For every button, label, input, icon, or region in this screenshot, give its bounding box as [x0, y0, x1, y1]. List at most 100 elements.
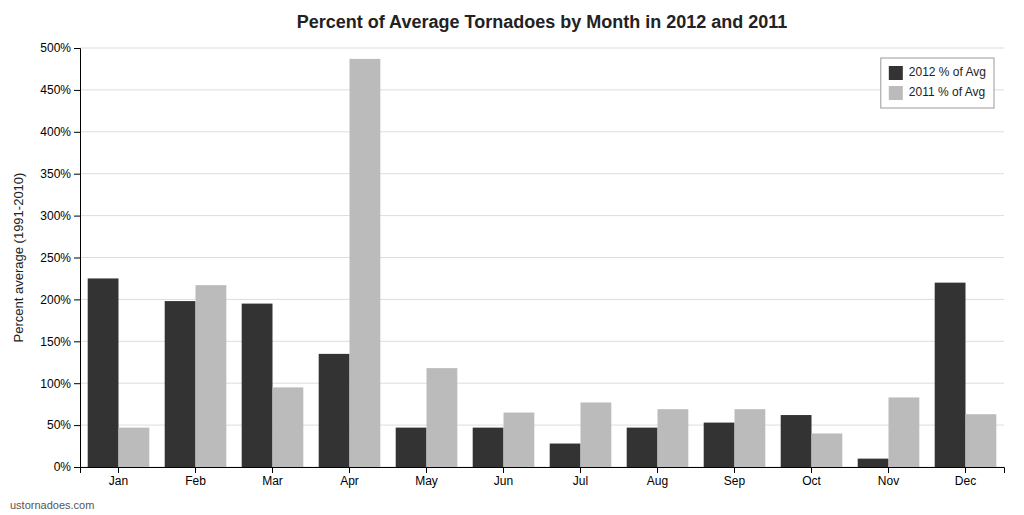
- tick: 0%: [54, 460, 80, 474]
- bar: [858, 459, 889, 467]
- grid: [80, 48, 1004, 467]
- tick-mark: [118, 467, 119, 473]
- tick-label: Feb: [185, 474, 206, 488]
- bar: [504, 413, 535, 467]
- tick-mark: [965, 467, 966, 473]
- bar: [350, 59, 381, 467]
- legend-swatch: [889, 86, 903, 100]
- chart: 0% 50% 100% 150% 200% 250% 300% 350% 400% 450% 500…: [0, 0, 1024, 515]
- bar: [627, 428, 658, 467]
- bar: [781, 415, 812, 467]
- tick-mark: [503, 467, 504, 473]
- bar: [812, 433, 843, 467]
- legend-item: 2012 % of Avg: [889, 65, 986, 80]
- axis-title: Percent average (1991-2010): [11, 173, 26, 343]
- bar: [966, 414, 997, 467]
- tick: 200%: [40, 293, 80, 307]
- tick-label: 0%: [54, 460, 72, 474]
- tick: Mar: [262, 467, 283, 488]
- legend-label: 2012 % of Avg: [909, 65, 986, 79]
- axis-line: [81, 468, 1005, 474]
- tick-mark: [657, 467, 658, 473]
- tick: 450%: [40, 83, 80, 97]
- tick-mark: [74, 216, 80, 217]
- bar: [319, 354, 350, 467]
- bar: [88, 278, 119, 467]
- tick: 250%: [40, 251, 80, 265]
- tick-mark: [74, 258, 80, 259]
- bar: [735, 409, 766, 467]
- tick: 100%: [40, 377, 80, 391]
- tick-label: Sep: [724, 474, 746, 488]
- tick-mark: [74, 174, 80, 175]
- tick-label: 400%: [40, 125, 71, 139]
- tick: Jun: [494, 467, 513, 488]
- tick-mark: [74, 383, 80, 384]
- bar: [935, 283, 966, 467]
- tick-mark: [74, 425, 80, 426]
- tick: Nov: [878, 467, 899, 488]
- grid-line: [80, 215, 1004, 216]
- grid-line: [80, 48, 1004, 49]
- tick-label: Jan: [109, 474, 128, 488]
- legend-label: 2011 % of Avg: [909, 85, 985, 99]
- bar: [473, 428, 504, 467]
- bar: [165, 301, 196, 467]
- grid-line: [80, 89, 1004, 90]
- tick: Apr: [340, 467, 359, 488]
- tick: 50%: [47, 418, 80, 432]
- bar: [704, 423, 735, 467]
- tick-label: Dec: [955, 474, 976, 488]
- bar: [119, 428, 150, 467]
- tick-label: Nov: [878, 474, 899, 488]
- tick-mark: [74, 90, 80, 91]
- tick-mark: [74, 48, 80, 49]
- tick: 500%: [40, 41, 80, 55]
- tick-mark: [272, 467, 273, 473]
- tick-mark: [74, 341, 80, 342]
- bars: [88, 59, 997, 467]
- bar: [273, 387, 304, 467]
- tick: Aug: [647, 467, 668, 488]
- y-axis: 0% 50% 100% 150% 200% 250% 300% 350% 400% 450% 500…: [40, 41, 80, 474]
- tick-label: 350%: [40, 167, 71, 181]
- bar-series: [88, 278, 966, 467]
- grid-line: [80, 173, 1004, 174]
- tick: 300%: [40, 209, 80, 223]
- tick: 150%: [40, 335, 80, 349]
- bar: [396, 428, 427, 467]
- tick-mark: [74, 299, 80, 300]
- tick-label: 300%: [40, 209, 71, 223]
- tick-label: Oct: [802, 474, 821, 488]
- tick: Feb: [185, 467, 206, 488]
- tick-label: Jul: [573, 474, 588, 488]
- bar: [658, 409, 689, 467]
- bar: [427, 368, 458, 467]
- tick-mark: [888, 467, 889, 473]
- tick-mark: [426, 467, 427, 473]
- bar: [889, 397, 920, 467]
- tick-label: 200%: [40, 293, 71, 307]
- tick: Oct: [802, 467, 821, 488]
- tick: 350%: [40, 167, 80, 181]
- tick-label: 450%: [40, 83, 71, 97]
- legend-box: [881, 58, 994, 108]
- tick-label: 50%: [47, 418, 71, 432]
- tick-mark: [811, 467, 812, 473]
- tick-label: Apr: [340, 474, 359, 488]
- tick: Jul: [573, 467, 588, 488]
- grid-line: [80, 257, 1004, 258]
- tick: May: [415, 467, 438, 488]
- tick-mark: [74, 132, 80, 133]
- tick-mark: [74, 467, 80, 468]
- legend-swatch: [889, 66, 903, 80]
- tick-label: 250%: [40, 251, 71, 265]
- tick-label: Aug: [647, 474, 668, 488]
- tick-mark: [195, 467, 196, 473]
- watermark: ustornadoes.com: [10, 499, 94, 511]
- bar: [550, 444, 581, 467]
- legend-item: 2011 % of Avg: [889, 85, 985, 100]
- grid-line: [80, 131, 1004, 132]
- bar: [581, 402, 612, 467]
- tick-mark: [580, 467, 581, 473]
